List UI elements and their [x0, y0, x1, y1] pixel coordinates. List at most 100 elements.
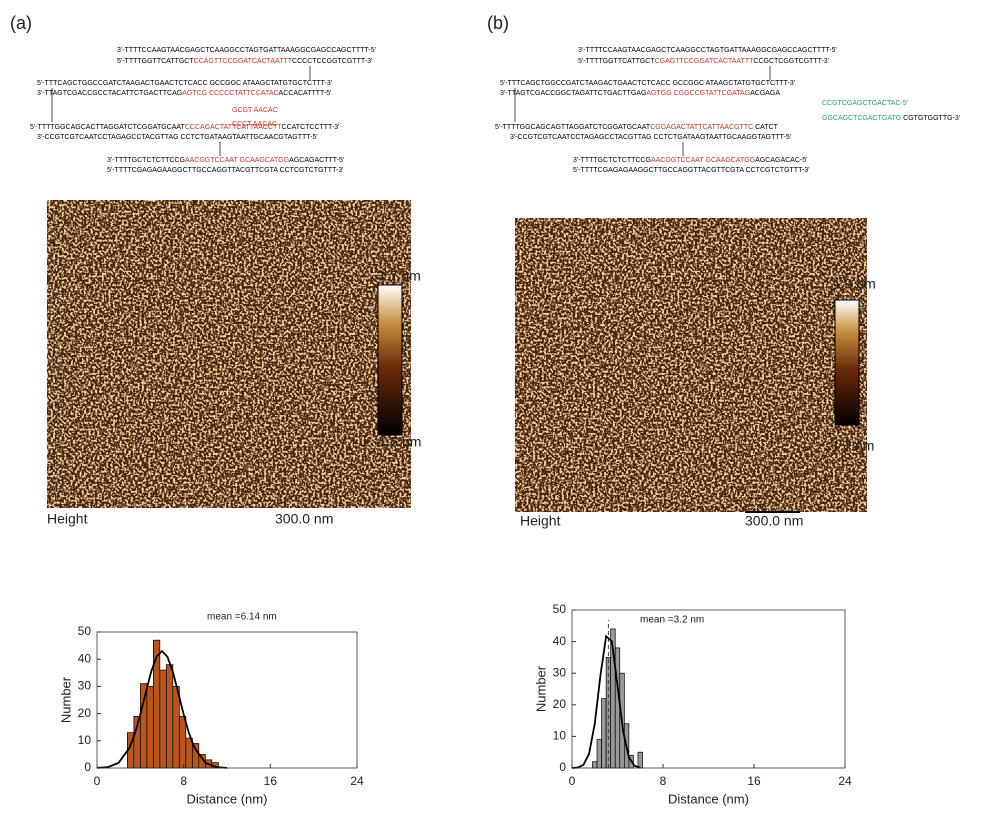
sequence-segment: 3'-CCGTCGTCAATCCTAGAGCCTACGTTAG CCTCTGAT… [510, 134, 791, 141]
sequence-segment: 5'-TTTCAGCTGGCCGATCTAAGACTGAACTCTCACC GC… [500, 80, 795, 87]
y-axis-label: Number [533, 665, 548, 712]
x-tick-label: 0 [94, 774, 101, 788]
sequence-segment: 5'-TTTTGGCAGCACTTAGGATCTCGGATGCAAT [30, 124, 186, 131]
bar [139, 683, 148, 769]
bar [637, 751, 643, 769]
x-tick-label: 24 [350, 774, 364, 788]
dna-sequence: CCGTCGAGCTGACTAC-5' [822, 100, 908, 107]
colorbar [834, 299, 860, 426]
sequence-segment: 5'-TTTTGGTTCATTGCT [117, 58, 194, 65]
sequence-segment: 3'-CCGTCGTCAATCCTAGAGCCTACGTTAG CCTCTGAT… [37, 134, 318, 141]
sequence-segment: AGCAGACTTT-5' [289, 157, 344, 164]
sequence-segment: CCCT AACAC [232, 121, 277, 128]
dna-sequence: 3'-TTTTGCTCTCTTCCGAACGGTCCAAT GCAAGCATGG… [107, 157, 344, 164]
sequence-segment: 5'-TTTTGGCAGCAGTTAGGATCTCGGATGCAAT [495, 124, 651, 131]
afm-texture [515, 218, 867, 512]
bar [172, 686, 180, 769]
sequence-segment: CGTGTGGTTG-3' [901, 115, 960, 122]
sequence-segment: CCGCTCGGTCGTTT-3' [753, 58, 829, 65]
scale-bar-label: 300.0 nm [745, 513, 803, 529]
sequence-segment: AACGGTCCAAT GCAAGCATGG [185, 157, 289, 164]
sequence-segment: 3'-TTTTGCTCTCTTCCG [107, 157, 185, 164]
y-tick-label: 10 [78, 733, 92, 747]
y-axis-label: Number [58, 676, 73, 723]
y-tick-label: 30 [553, 665, 567, 679]
sequence-segment: 3'-TTTTGCTCTCTTCCG [573, 157, 651, 164]
sequence-segment: 3'-TTTTCCAAGTAACGAGCTCAAGGCCTAGTGATTAAAG… [117, 47, 376, 54]
colorbar-max: 1.9 nm [833, 276, 876, 292]
colorbar-max: 1.7 nm [378, 268, 421, 284]
y-tick-label: 10 [553, 729, 567, 743]
sequence-segment: AACGGTCCAAT GCAAGCATGG [651, 157, 755, 164]
y-tick-label: 20 [78, 706, 92, 720]
sequence-segment: CCATCTCCTTT-3' [282, 124, 340, 131]
sequence-segment: CCCAGACTATTCATTAACCTT [185, 124, 282, 131]
dna-sequence: 3'-TTAGTCGACCGGCTAGATTCTGACTTGAGAGTGG CG… [500, 90, 780, 97]
dna-sequence: 5'-TTTTGGCAGCAGTTAGGATCTCGGATGCAATCGGAGA… [495, 124, 779, 131]
dna-sequence: 3'-CCGTCGTCAATCCTAGAGCCTACGTTAG CCTCTGAT… [37, 134, 318, 141]
colorbar-min: -1.7 nm [827, 438, 874, 454]
x-tick-label: 8 [180, 774, 187, 788]
dna-sequence: GGCAGCTCGACTGATG CGTGTGGTTG-3' [822, 115, 960, 122]
dna-sequence: 3'-TTAGTCGACCGCCTACATTCTGACTTCAGAGTCG CC… [37, 90, 331, 97]
sequence-segment: 5'-TTTTCGAGAGAAGGCTTGCCAGGTTACGTTCGTA CC… [107, 167, 344, 174]
bar [165, 664, 174, 769]
sequence-segment: 3'-TTTTCCAAGTAACGAGCTCAAGGCCTAGTGATTAAAG… [578, 47, 837, 54]
sequence-segment: CATCT [753, 124, 778, 131]
bar [146, 686, 154, 769]
dna-sequence: GCGT AACAC [232, 107, 278, 114]
sequence-segment: 5'-TTTTCGAGAGAAGGCTTGCCAGGTTACGTTCGTA CC… [573, 167, 810, 174]
colorbar [377, 284, 403, 436]
dna-sequence: 5'-TTTTCGAGAGAAGGCTTGCCAGGTTACGTTCGTA CC… [107, 167, 344, 174]
plot-frame [96, 631, 358, 769]
sequence-segment: GGCAGCTCGACTGATG [822, 115, 901, 122]
y-tick-label: 0 [84, 760, 91, 774]
sequence-segment: ACCACATTTT-5' [279, 90, 332, 97]
fit-curve [96, 649, 228, 769]
sequence-segment: AGTGG CGGCCGTATTCGATAG [646, 90, 750, 97]
bar [614, 647, 621, 769]
dna-sequence: 3'-TTTTGCTCTCTTCCGAACGGTCCAAT GCAAGCATGG… [573, 157, 807, 164]
colorbar-min: -1.5 nm [374, 434, 421, 450]
dna-sequence: 5'-TTTCAGCTGGCCGATCTAAGACTGAACTCTCACC GC… [500, 80, 795, 87]
bar [159, 669, 167, 769]
dna-sequence: 5'-TTTTGGTTCATTGCTCCAGTTCCGGATCACTAATTTC… [117, 58, 372, 65]
x-tick-label: 0 [569, 774, 576, 788]
afm-texture [47, 200, 411, 508]
sequence-segment: CCCCTCCGGTCGTTT-3' [292, 58, 372, 65]
afm-channel: Height [47, 511, 88, 527]
x-tick-label: 24 [838, 774, 852, 788]
panel-label: (a) [10, 13, 32, 33]
sequence-segment: ACGAGA [750, 90, 780, 97]
sequence-segment: 5'-TTTTGGTTCATTGCT [578, 58, 655, 65]
sequence-segment: 3'-TTAGTCGACCGCCTACATTCTGACTTCAG [37, 90, 182, 97]
y-tick-label: 40 [78, 651, 92, 665]
sequence-segment: CGAGTTCCGGATCACTAATTT [655, 58, 754, 65]
panel-label: (b) [487, 13, 509, 33]
x-axis-label: Distance (nm) [668, 791, 749, 806]
x-axis-label: Distance (nm) [187, 791, 268, 806]
bar [596, 739, 602, 769]
dna-sequence: 3'-CCGTCGTCAATCCTAGAGCCTACGTTAG CCTCTGAT… [510, 134, 791, 141]
dna-sequence: 5'-TTTTCGAGAGAAGGCTTGCCAGGTTACGTTCGTA CC… [573, 167, 810, 174]
y-tick-label: 40 [553, 634, 567, 648]
y-tick-label: 20 [553, 697, 567, 711]
sequence-segment: CCAGTTCCGGATCACTAATTT [194, 58, 293, 65]
dna-sequence: 5'-TTTTGGCAGCACTTAGGATCTCGGATGCAATCCCAGA… [30, 124, 340, 131]
schematic-arrows [51, 66, 771, 156]
fit-curve [571, 634, 641, 769]
y-tick-label: 50 [553, 602, 567, 616]
y-tick-label: 30 [78, 679, 92, 693]
sequence-segment: CGGAGACTATTCATTAACGTTC [650, 124, 753, 131]
x-tick-label: 16 [747, 774, 761, 788]
bar [178, 715, 187, 769]
scale-bar-label: 300.0 nm [275, 511, 333, 527]
sequence-segment: 5'-TTTCAGCTGGCCGATCTAAGACTGAACTCTCACC GC… [37, 80, 332, 87]
bar [185, 737, 193, 769]
x-tick-label: 8 [660, 774, 667, 788]
dna-sequence: CCCT AACAC [232, 121, 277, 128]
dna-sequence: 3'-TTTTCCAAGTAACGAGCTCAAGGCCTAGTGATTAAAG… [578, 47, 837, 54]
sequence-segment: AGTCG CCCCCTATTCCATAC [182, 90, 278, 97]
dna-sequence: 5'-TTTTGGTTCATTGCTCGAGTTCCGGATCACTAATTTC… [578, 58, 829, 65]
